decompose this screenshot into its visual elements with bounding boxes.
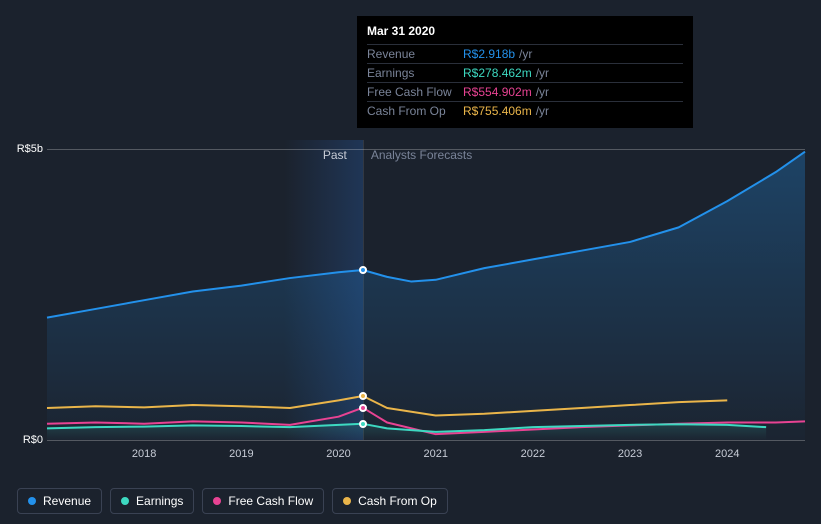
gridline <box>47 149 805 150</box>
tooltip-row-label: Cash From Op <box>367 104 463 118</box>
x-axis-label: 2019 <box>229 448 253 460</box>
tooltip-row-label: Free Cash Flow <box>367 85 463 99</box>
x-axis-label: 2024 <box>715 448 739 460</box>
legend-label: Cash From Op <box>358 494 437 508</box>
hover-marker-cash_from_op <box>359 392 367 400</box>
tooltip-row-value: R$755.406m <box>463 104 532 118</box>
series-svg <box>47 140 805 440</box>
series-area-revenue <box>47 152 805 440</box>
legend-label: Free Cash Flow <box>228 494 313 508</box>
tooltip-row-unit: /yr <box>536 104 549 118</box>
tooltip-row-label: Earnings <box>367 66 463 80</box>
legend-dot-icon <box>28 497 36 505</box>
legend: Revenue Earnings Free Cash Flow Cash From O… <box>17 488 448 514</box>
hover-tooltip: Mar 31 2020 RevenueR$2.918b/yrEarningsR$… <box>357 16 693 128</box>
x-axis-label: 2020 <box>326 448 350 460</box>
plot-area[interactable]: Past Analysts Forecasts R$0R$5b <box>47 140 805 440</box>
y-axis-label: R$5b <box>17 143 47 155</box>
hover-marker-earnings <box>359 420 367 428</box>
legend-label: Earnings <box>136 494 183 508</box>
tooltip-row: Cash From OpR$755.406m/yr <box>367 101 683 120</box>
hover-marker-free_cash_flow <box>359 404 367 412</box>
legend-dot-icon <box>213 497 221 505</box>
tooltip-row: Free Cash FlowR$554.902m/yr <box>367 82 683 101</box>
legend-label: Revenue <box>43 494 91 508</box>
legend-item-revenue[interactable]: Revenue <box>17 488 102 514</box>
legend-item-earnings[interactable]: Earnings <box>110 488 194 514</box>
legend-item-cash_from_op[interactable]: Cash From Op <box>332 488 448 514</box>
tooltip-row-value: R$278.462m <box>463 66 532 80</box>
x-axis-label: 2021 <box>423 448 447 460</box>
x-axis-label: 2023 <box>618 448 642 460</box>
tooltip-row-unit: /yr <box>519 47 532 61</box>
legend-item-free_cash_flow[interactable]: Free Cash Flow <box>202 488 324 514</box>
legend-dot-icon <box>121 497 129 505</box>
tooltip-row-label: Revenue <box>367 47 463 61</box>
tooltip-row-value: R$554.902m <box>463 85 532 99</box>
tooltip-row: EarningsR$278.462m/yr <box>367 63 683 82</box>
tooltip-row-unit: /yr <box>536 85 549 99</box>
x-axis-label: 2018 <box>132 448 156 460</box>
tooltip-row: RevenueR$2.918b/yr <box>367 44 683 63</box>
tooltip-date: Mar 31 2020 <box>367 24 683 42</box>
y-axis-label: R$0 <box>23 434 47 446</box>
tooltip-row-unit: /yr <box>536 66 549 80</box>
x-axis: 2018 2019 2020 2021 2022 2023 2024 <box>47 440 805 460</box>
legend-dot-icon <box>343 497 351 505</box>
financial-chart: Past Analysts Forecasts R$0R$5b 2018 2019… <box>17 0 805 524</box>
hover-marker-revenue <box>359 266 367 274</box>
x-axis-label: 2022 <box>521 448 545 460</box>
tooltip-row-value: R$2.918b <box>463 47 515 61</box>
